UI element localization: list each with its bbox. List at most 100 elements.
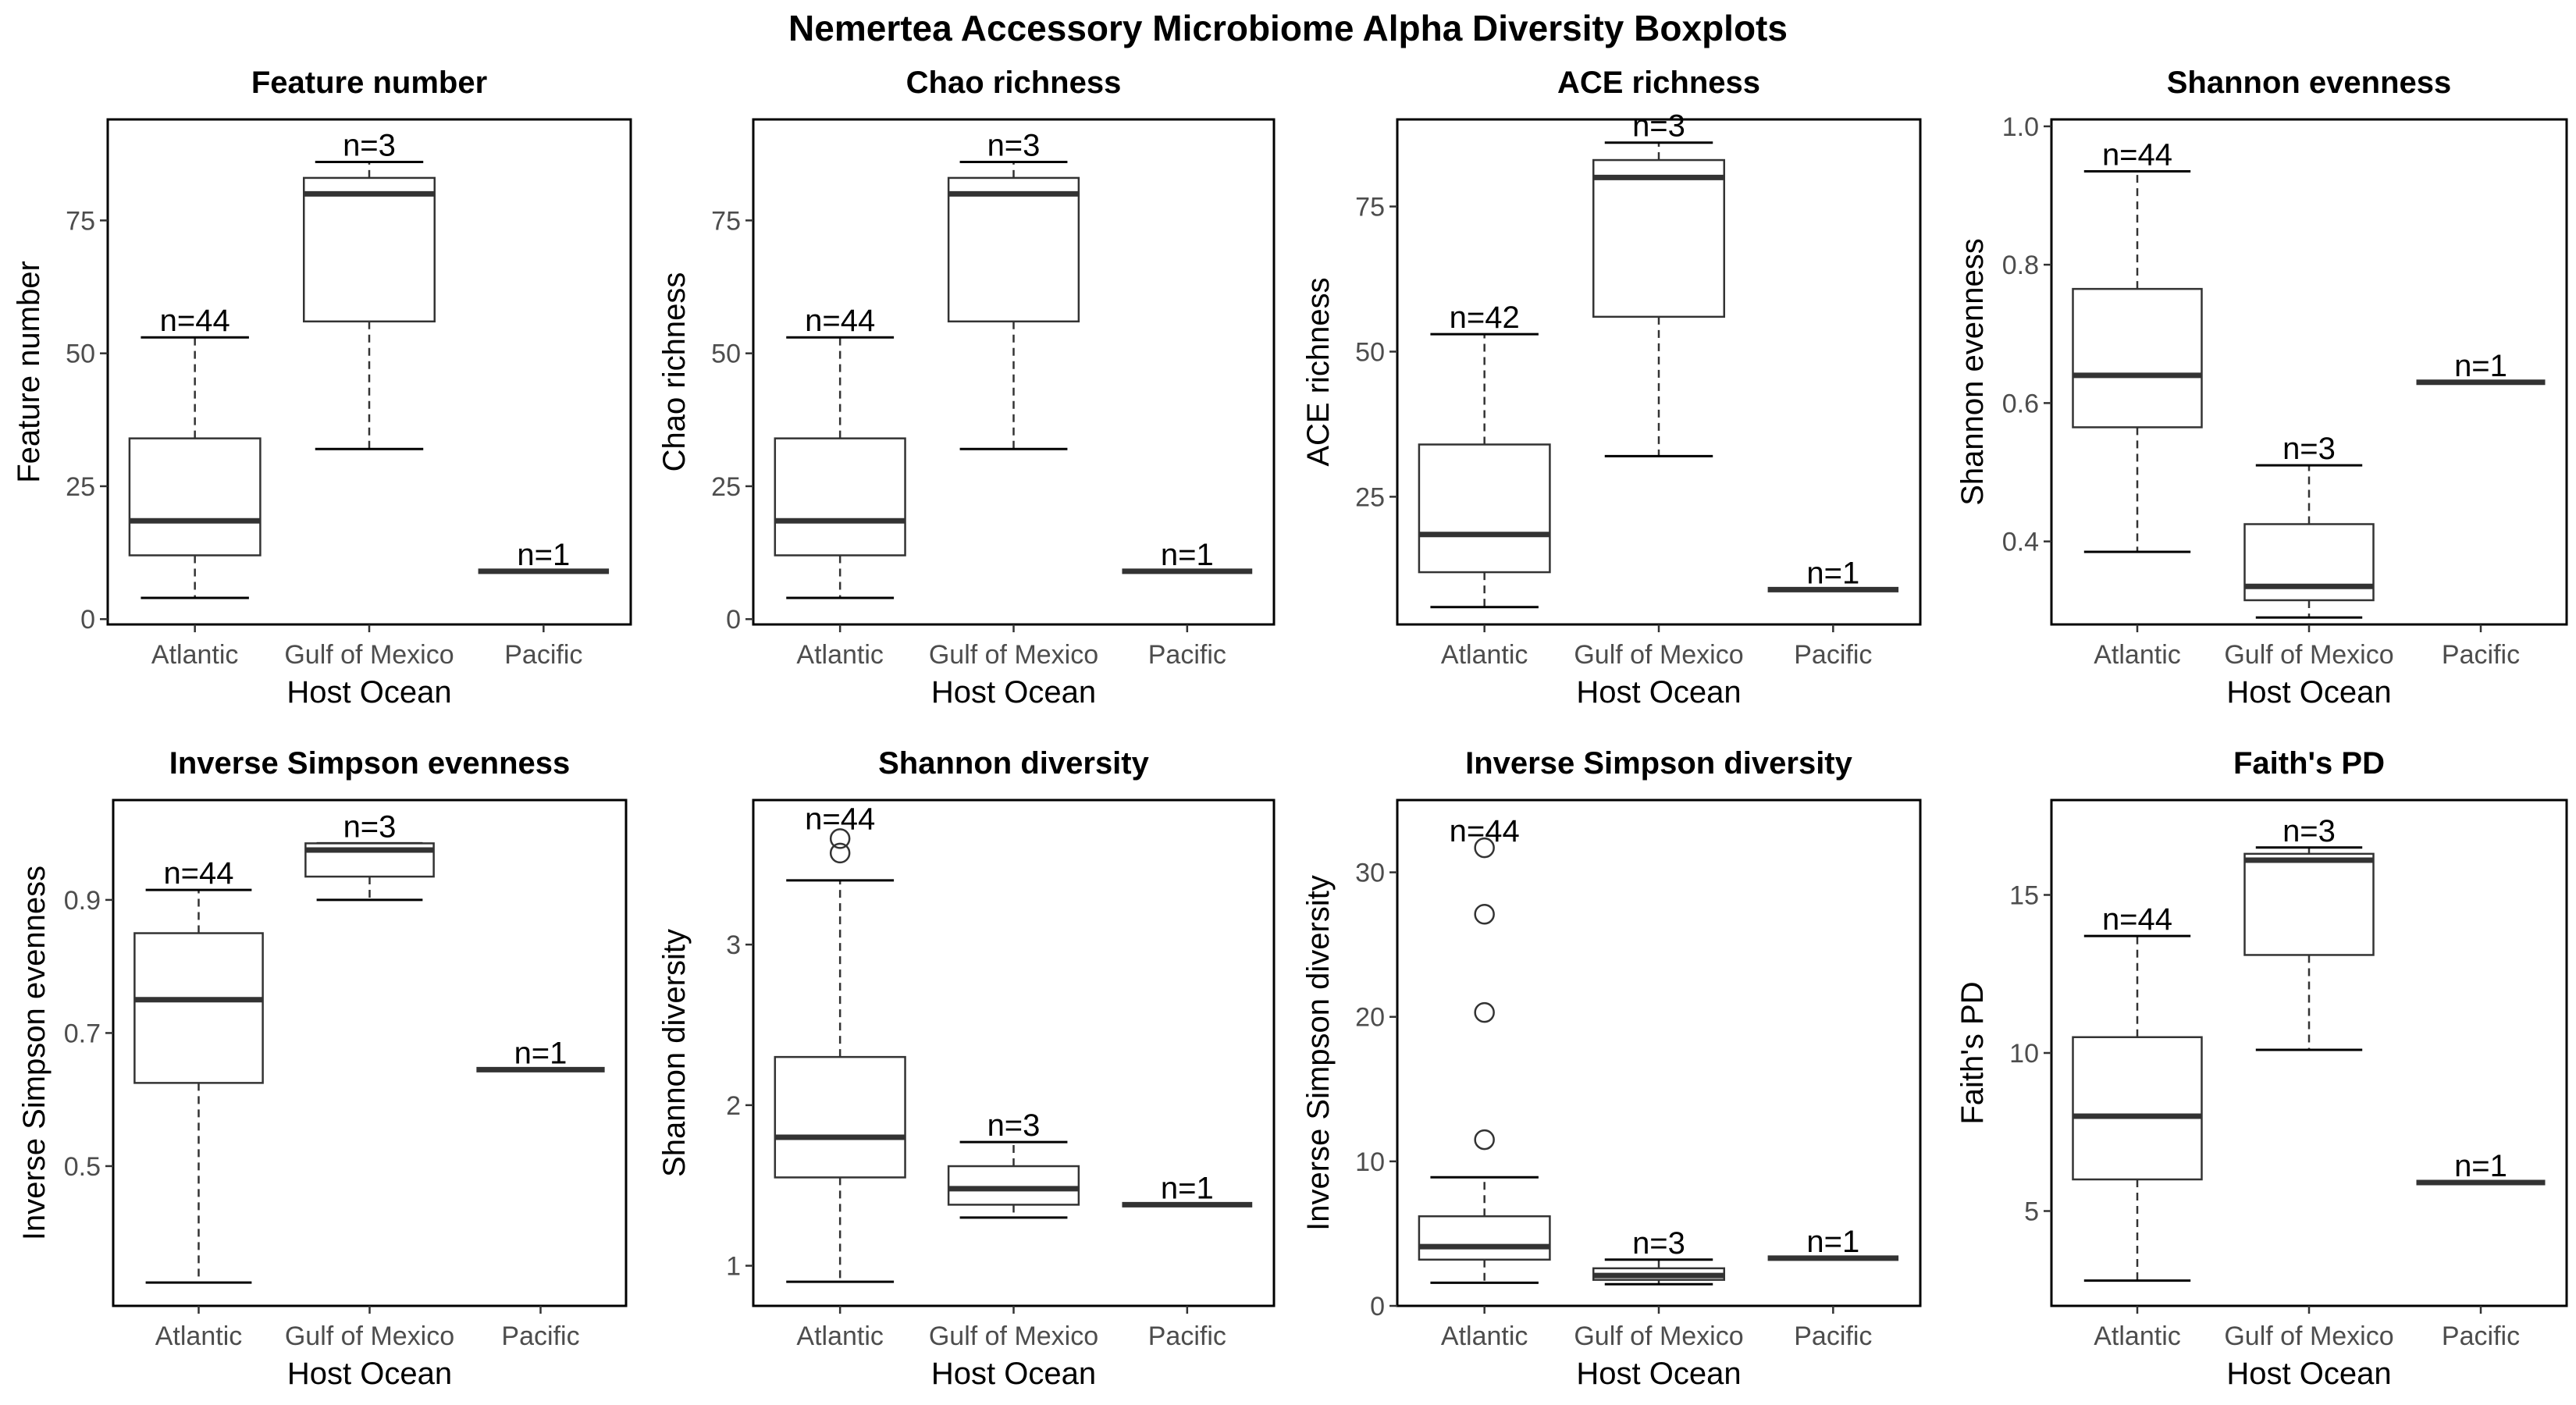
y-tick-label: 5 (2024, 1197, 2039, 1227)
box-gulf-of-mexico: n=3 (947, 128, 1080, 450)
y-axis-label: Inverse Simpson diversity (1301, 875, 1336, 1231)
y-tick-label: 1.0 (2002, 112, 2039, 142)
x-tick-label: Gulf of Mexico (285, 1321, 454, 1351)
x-tick-label: Gulf of Mexico (929, 640, 1098, 670)
panel-3: ACE richness 25 50 75 ACE richness Host Ocean… (1301, 66, 1922, 710)
panel-title: Inverse Simpson evenness (169, 746, 571, 781)
n-label: n=44 (163, 856, 233, 891)
y-tick-label: 1 (726, 1252, 741, 1282)
x-tick-label: Atlantic (1441, 1321, 1528, 1351)
iqr-box (303, 176, 436, 323)
n-label: n=44 (2102, 902, 2172, 937)
box-pacific: n=1 (1767, 1225, 1899, 1261)
box-atlantic: n=44 (133, 856, 264, 1284)
n-label: n=1 (517, 538, 570, 572)
panel-frame (752, 799, 1276, 1307)
y-tick-label: 0.4 (2002, 528, 2039, 557)
x-tick-label: Gulf of Mexico (1574, 1321, 1743, 1351)
panel-title: Faith's PD (2233, 746, 2385, 781)
box-atlantic: n=44 (774, 802, 906, 1283)
n-label: n=3 (987, 128, 1041, 162)
panel-7: Inverse Simpson diversity 0 10 20 30 Inverse … (1301, 746, 1922, 1391)
x-tick-label: Atlantic (151, 640, 239, 670)
y-axis-label: Shannon evenness (1955, 238, 1990, 506)
box-atlantic: n=44 (1418, 814, 1551, 1284)
n-label: n=3 (1632, 1226, 1685, 1261)
y-tick-label: 20 (1355, 1003, 1385, 1033)
panel-title: Inverse Simpson diversity (1465, 746, 1853, 781)
x-axis-label: Host Ocean (2226, 675, 2391, 710)
figure-title: Nemertea Accessory Microbiome Alpha Dive… (788, 8, 1788, 48)
panel-5: Inverse Simpson evenness 0.5 0.7 0.9 Inverse… (17, 746, 628, 1391)
y-tick-label: 50 (66, 340, 95, 369)
y-tick-label: 15 (2009, 881, 2039, 911)
iqr-box (1418, 443, 1551, 574)
n-label: n=1 (1806, 556, 1859, 590)
y-tick-label: 25 (66, 472, 95, 502)
x-tick-label: Atlantic (796, 640, 884, 670)
n-label: n=3 (343, 128, 396, 162)
iqr-box (133, 932, 264, 1084)
x-tick-label: Gulf of Mexico (1574, 640, 1743, 670)
box-pacific: n=1 (2416, 1149, 2546, 1186)
n-label: n=3 (987, 1108, 1041, 1143)
y-tick-label: 0.6 (2002, 389, 2039, 418)
x-tick-label: Gulf of Mexico (284, 640, 454, 670)
y-tick-label: 0 (726, 605, 741, 635)
x-tick-label: Pacific (1794, 1321, 1872, 1351)
n-label: n=1 (514, 1036, 568, 1070)
box-pacific: n=1 (2416, 349, 2546, 386)
y-tick-label: 10 (1355, 1147, 1385, 1177)
y-tick-label: 0.8 (2002, 251, 2039, 280)
n-label: n=1 (1161, 1171, 1214, 1205)
outlier-point (1474, 1129, 1495, 1151)
x-tick-label: Gulf of Mexico (2224, 640, 2393, 670)
iqr-box (2072, 287, 2203, 429)
x-tick-label: Pacific (1148, 640, 1226, 670)
box-atlantic: n=44 (774, 304, 906, 599)
y-axis-label: Inverse Simpson evenness (17, 866, 52, 1240)
n-label: n=44 (2102, 137, 2172, 172)
box-gulf-of-mexico: n=3 (2243, 814, 2375, 1051)
box-atlantic: n=44 (128, 304, 262, 599)
x-tick-label: Atlantic (155, 1321, 243, 1351)
panel-2: Chao richness 0 25 50 75 Chao richness Host Oc… (657, 66, 1276, 710)
x-axis-label: Host Ocean (1576, 675, 1741, 710)
iqr-box (774, 1055, 906, 1179)
n-label: n=3 (343, 809, 397, 844)
x-tick-label: Atlantic (1441, 640, 1528, 670)
panel-1: Feature number 0 25 50 75 Feature number Host … (12, 66, 632, 710)
box-gulf-of-mexico: n=3 (1592, 109, 1725, 457)
box-gulf-of-mexico: n=3 (303, 128, 436, 450)
n-label: n=3 (2282, 432, 2336, 466)
iqr-box (1418, 1215, 1551, 1261)
outlier-point (1474, 904, 1495, 925)
x-tick-label: Pacific (2442, 1321, 2520, 1351)
n-label: n=44 (805, 304, 875, 338)
iqr-box (774, 437, 906, 557)
y-tick-label: 3 (726, 930, 741, 960)
x-tick-label: Atlantic (2094, 1321, 2181, 1351)
y-tick-label: 0 (1370, 1292, 1385, 1321)
x-tick-label: Gulf of Mexico (929, 1321, 1098, 1351)
y-axis-label: Faith's PD (1955, 981, 1990, 1124)
y-axis-label: ACE richness (1301, 277, 1336, 466)
panel-title: Shannon diversity (878, 746, 1149, 781)
x-tick-label: Pacific (1794, 640, 1872, 670)
y-axis-label: Feature number (12, 261, 46, 483)
x-axis-label: Host Ocean (931, 1357, 1096, 1391)
n-label: n=1 (2454, 1149, 2507, 1183)
x-tick-label: Gulf of Mexico (2224, 1321, 2393, 1351)
iqr-box (2072, 1036, 2203, 1181)
y-tick-label: 0.9 (64, 886, 101, 916)
x-axis-label: Host Ocean (931, 675, 1096, 710)
y-axis-label: Chao richness (657, 272, 692, 472)
y-tick-label: 2 (726, 1091, 741, 1121)
x-axis-label: Host Ocean (287, 1357, 452, 1391)
panel-title: Shannon evenness (2167, 66, 2452, 100)
n-label: n=42 (1450, 301, 1520, 335)
x-axis-label: Host Ocean (1576, 1357, 1741, 1391)
box-pacific: n=1 (1767, 556, 1899, 592)
y-tick-label: 10 (2009, 1039, 2039, 1069)
iqr-box (947, 1165, 1080, 1206)
